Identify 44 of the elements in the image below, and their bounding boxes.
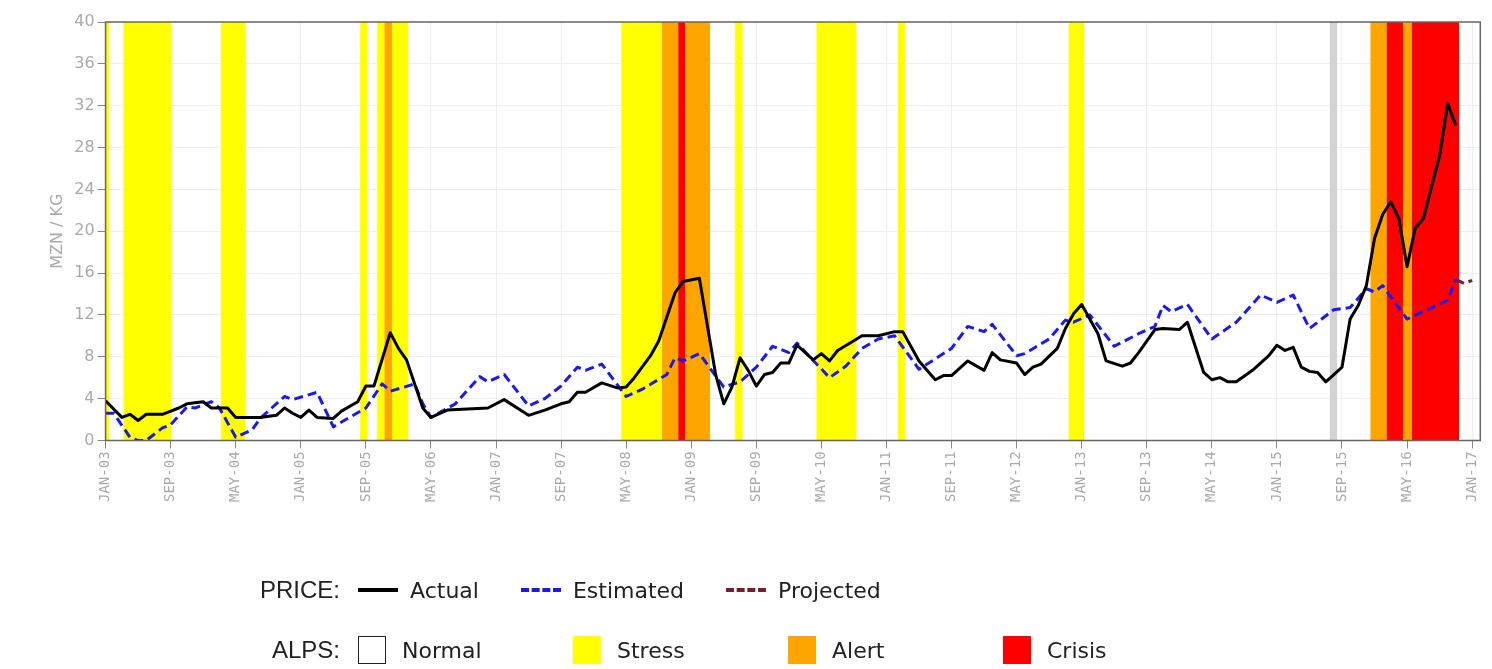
x-tick-label: JAN-05 xyxy=(291,451,308,503)
x-tick-label: MAY-08 xyxy=(616,451,633,503)
x-tick-label: SEP-07 xyxy=(551,451,568,503)
x-tick-label: MAY-16 xyxy=(1397,451,1414,503)
legend-label: Projected xyxy=(778,577,881,603)
x-tick-label: SEP-13 xyxy=(1137,451,1154,503)
x-tick-label: JAN-13 xyxy=(1072,451,1089,503)
x-tick-label: JAN-15 xyxy=(1267,451,1284,503)
legend-label: Estimated xyxy=(572,577,685,603)
y-axis-title: MZN / KG xyxy=(46,193,66,269)
x-tick-label: JAN-17 xyxy=(1462,451,1479,503)
x-tick-label: SEP-15 xyxy=(1332,451,1349,503)
legend-title: PRICE: xyxy=(259,576,340,604)
x-tick-label: JAN-07 xyxy=(486,451,503,503)
text: Normal xyxy=(402,637,482,663)
x-tick-label: MAY-14 xyxy=(1202,451,1219,503)
x-tick-label: JAN-03 xyxy=(96,451,113,503)
x-tick-label: MAY-12 xyxy=(1007,451,1024,503)
y-tick-label: 28 xyxy=(74,136,95,156)
y-tick-label: 4 xyxy=(84,387,95,407)
y-tick-label: 32 xyxy=(74,94,95,114)
y-tick-label: 40 xyxy=(74,11,95,31)
y-tick-label: 20 xyxy=(74,220,95,240)
line-series xyxy=(105,277,1458,441)
y-tick-label: 0 xyxy=(84,429,95,449)
x-tick-label: MAY-06 xyxy=(421,451,438,503)
y-tick-label: 12 xyxy=(74,304,95,324)
x-tick-label: SEP-03 xyxy=(161,451,178,503)
x-tick-label: MAY-04 xyxy=(226,451,243,503)
x-tick-label: SEP-09 xyxy=(746,451,763,503)
x-tick-label: MAY-10 xyxy=(812,451,829,503)
y-tick-label: 8 xyxy=(84,345,95,365)
x-tick-label: SEP-11 xyxy=(942,451,959,503)
x-tick-label: JAN-09 xyxy=(681,451,698,503)
text: ALPS: xyxy=(270,636,340,664)
legend-label: Crisis xyxy=(1047,637,1107,663)
x-tick-label: SEP-05 xyxy=(356,451,373,503)
legend-label: Stress xyxy=(617,637,685,663)
legend-label: Actual xyxy=(410,577,479,603)
y-tick-label: 24 xyxy=(74,178,95,198)
legend-label: Alert xyxy=(832,637,885,663)
y-tick-label: 16 xyxy=(74,262,95,282)
y-tick-label: 36 xyxy=(74,53,95,72)
x-tick-label: JAN-11 xyxy=(877,451,894,503)
